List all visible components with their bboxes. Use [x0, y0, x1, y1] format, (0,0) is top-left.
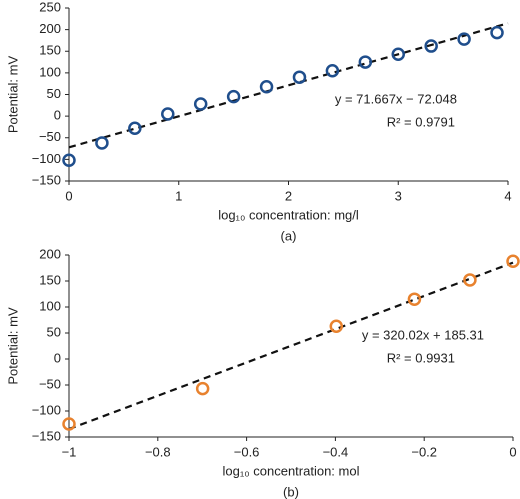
- y-tick-label: 200: [39, 21, 61, 36]
- y-tick-label: −50: [39, 129, 61, 144]
- y-tick-label: −100: [32, 151, 61, 166]
- point: [391, 47, 405, 62]
- x-tick-label: −0.8: [145, 444, 171, 459]
- x-tick-label: 0: [65, 188, 72, 203]
- equation: y = 320.02x + 185.31: [362, 327, 484, 342]
- trend-line: [68, 22, 509, 149]
- equation: y = 71.667x − 72.048: [335, 91, 457, 106]
- point: [463, 273, 477, 287]
- point: [62, 153, 76, 167]
- caption: (a): [281, 228, 297, 243]
- point: [226, 89, 241, 104]
- x-tick-label: 0: [509, 444, 516, 459]
- y-tick-label: 250: [39, 0, 61, 14]
- x-tick-label: 4: [504, 188, 511, 203]
- x-tick-label: −0.6: [234, 444, 260, 459]
- point: [457, 32, 471, 46]
- y-tick-label: −100: [32, 402, 61, 417]
- caption: (b): [283, 484, 299, 499]
- point: [506, 254, 520, 268]
- point: [329, 319, 344, 333]
- point: [490, 25, 504, 40]
- x-tick-label: −0.4: [323, 444, 349, 459]
- r-squared: R² = 0.9931: [387, 350, 455, 365]
- trend-line: [68, 261, 514, 431]
- y-tick-label: 50: [47, 86, 61, 101]
- x-axis-title: log₁₀ concentration: mol: [223, 463, 360, 478]
- y-tick-label: 200: [39, 246, 61, 261]
- y-tick-label: −50: [39, 376, 61, 391]
- point: [195, 381, 210, 396]
- point: [128, 121, 142, 135]
- x-axis-title: log₁₀ concentration: mg/l: [218, 207, 359, 222]
- y-tick-label: −150: [32, 428, 61, 443]
- y-tick-label: 150: [39, 272, 61, 287]
- r-squared: R² = 0.9791: [387, 114, 455, 129]
- y-tick-label: −150: [32, 172, 61, 187]
- y-tick-label: 150: [39, 43, 61, 58]
- x-tick-label: −0.2: [411, 444, 437, 459]
- point: [161, 107, 175, 121]
- point: [259, 79, 274, 94]
- point: [292, 70, 307, 84]
- y-tick-label: 0: [54, 350, 61, 365]
- point: [407, 292, 422, 306]
- y-tick-label: 100: [39, 298, 61, 313]
- y-axis-title: Potential: mV: [5, 56, 20, 134]
- point: [62, 417, 76, 431]
- y-tick-label: 50: [47, 324, 61, 339]
- y-tick-label: 0: [54, 108, 61, 123]
- point: [325, 63, 340, 78]
- y-tick-label: 100: [39, 64, 61, 79]
- x-tick-label: −1: [62, 444, 77, 459]
- point: [358, 55, 373, 69]
- point: [424, 39, 438, 53]
- y-axis-title: Potential: mV: [5, 307, 20, 385]
- x-tick-label: 1: [175, 188, 182, 203]
- x-tick-label: 2: [285, 188, 292, 203]
- x-tick-label: 3: [395, 188, 402, 203]
- point: [193, 97, 208, 111]
- point: [95, 136, 109, 150]
